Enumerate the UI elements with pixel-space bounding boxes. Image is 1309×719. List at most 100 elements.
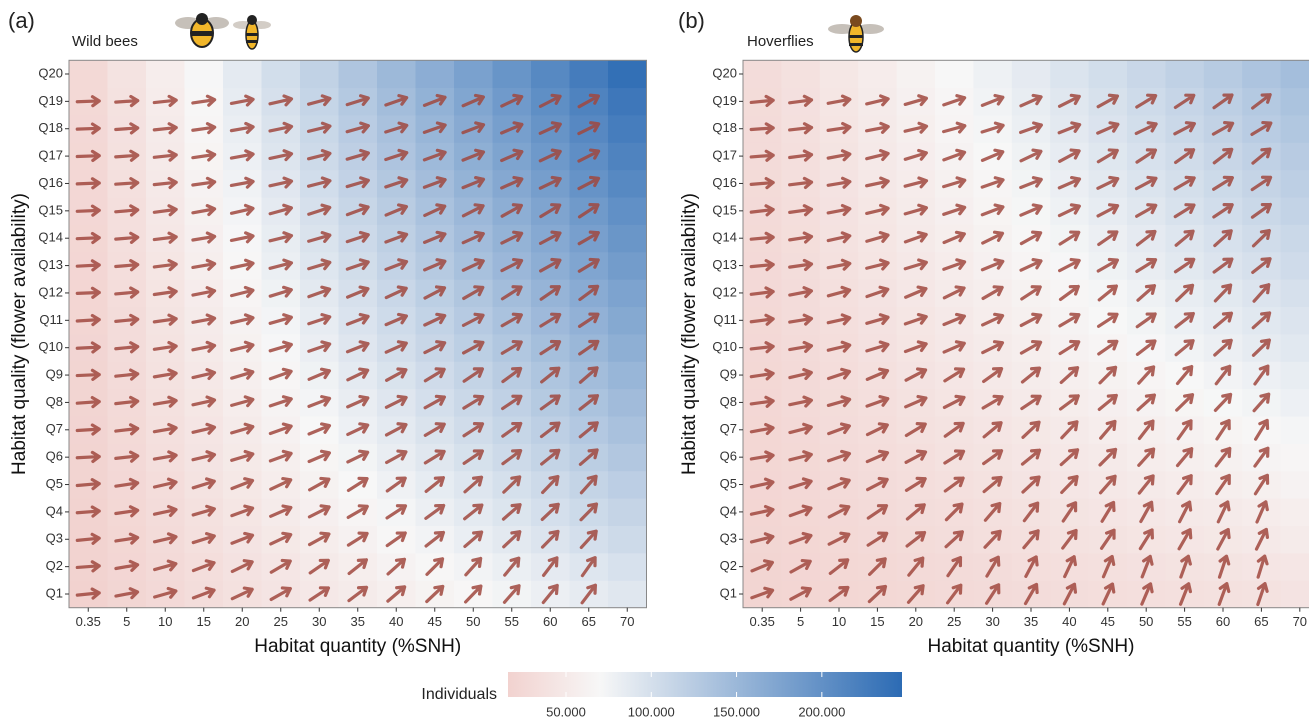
gradient-arrow xyxy=(346,394,370,409)
heatmap-cell xyxy=(454,60,493,89)
gradient-arrow xyxy=(1140,554,1154,579)
heatmap-cell xyxy=(1280,498,1309,526)
gradient-arrow xyxy=(230,504,255,518)
gradient-arrow xyxy=(114,286,140,299)
gradient-arrow xyxy=(541,556,559,577)
gradient-arrow xyxy=(828,585,850,603)
gradient-arrow xyxy=(1179,554,1192,579)
gradient-arrow xyxy=(749,149,775,162)
heatmap-cell xyxy=(819,60,859,89)
gradient-arrow xyxy=(1251,338,1271,357)
gradient-arrow xyxy=(1019,93,1043,108)
gradient-arrow xyxy=(577,312,600,328)
gradient-arrow xyxy=(503,556,521,577)
gradient-arrow xyxy=(75,149,101,163)
x-tick-label: 10 xyxy=(832,614,846,629)
gradient-arrow xyxy=(75,505,101,518)
y-tick-label: Q13 xyxy=(38,257,63,272)
gradient-arrow xyxy=(1135,257,1158,274)
gradient-arrow xyxy=(1062,582,1078,606)
gradient-arrow xyxy=(269,531,293,546)
gradient-arrow xyxy=(1136,393,1156,412)
gradient-arrow xyxy=(944,530,964,549)
gradient-arrow xyxy=(943,449,966,465)
y-tick-label: Q17 xyxy=(712,148,737,163)
gradient-arrow xyxy=(788,531,813,545)
gradient-arrow xyxy=(386,585,407,603)
heatmap-cell xyxy=(1127,60,1166,89)
gradient-arrow xyxy=(942,176,967,189)
gradient-arrow xyxy=(749,450,775,463)
gradient-arrow xyxy=(423,340,447,355)
gradient-arrow xyxy=(1251,147,1272,165)
gradient-arrow xyxy=(580,556,597,578)
gradient-arrow xyxy=(1058,284,1080,302)
gradient-arrow xyxy=(1215,473,1231,496)
heatmap-cells xyxy=(743,60,1309,609)
gradient-arrow xyxy=(1134,175,1158,191)
gradient-arrow xyxy=(1216,500,1231,524)
gradient-arrow xyxy=(191,94,217,107)
gradient-arrow xyxy=(981,312,1005,327)
gradient-arrow xyxy=(749,231,775,244)
gradient-arrow xyxy=(1057,93,1081,108)
y-tick-label: Q4 xyxy=(720,503,737,518)
gradient-arrow xyxy=(903,258,928,271)
gradient-arrow xyxy=(865,149,890,162)
gradient-arrow xyxy=(425,557,445,577)
gradient-arrow xyxy=(578,339,600,356)
gradient-arrow xyxy=(749,532,775,545)
gradient-arrow xyxy=(191,231,217,244)
gradient-arrow xyxy=(1140,582,1154,606)
gradient-arrow xyxy=(1060,420,1079,440)
gradient-arrow xyxy=(75,368,101,381)
gradient-arrow xyxy=(982,449,1004,466)
gradient-arrow xyxy=(866,531,889,547)
gradient-arrow xyxy=(907,556,925,577)
gradient-arrow xyxy=(345,285,370,299)
gradient-arrow xyxy=(268,203,293,216)
gradient-arrow xyxy=(114,477,140,490)
gradient-arrow xyxy=(1251,228,1271,248)
gradient-arrow xyxy=(461,176,486,190)
gradient-arrow xyxy=(307,449,331,464)
heatmap-cell xyxy=(608,60,647,89)
gradient-arrow xyxy=(152,368,178,381)
y-tick-label: Q1 xyxy=(46,585,63,600)
gradient-arrow xyxy=(826,395,852,408)
y-tick-label: Q14 xyxy=(712,230,737,245)
gradient-arrow xyxy=(501,421,523,438)
y-tick-label: Q15 xyxy=(38,202,63,217)
gradient-arrow xyxy=(345,176,370,189)
x-tick-label: 15 xyxy=(870,614,884,629)
gradient-arrow xyxy=(152,477,178,490)
gradient-arrow xyxy=(903,203,928,216)
gradient-arrow xyxy=(114,532,140,545)
gradient-arrow xyxy=(578,366,599,384)
gradient-arrow xyxy=(1099,419,1117,440)
gradient-arrow xyxy=(1212,175,1234,191)
gradient-arrow xyxy=(345,94,370,107)
heatmap-cell xyxy=(608,361,647,390)
heatmap-cell xyxy=(1280,87,1309,116)
gradient-arrow xyxy=(345,258,370,271)
gradient-arrow xyxy=(1098,447,1118,467)
gradient-arrow xyxy=(577,93,600,109)
gradient-arrow xyxy=(905,503,926,521)
gradient-arrow xyxy=(749,259,775,272)
heatmap-cell xyxy=(608,416,647,444)
gradient-arrow xyxy=(1021,475,1041,494)
heatmap-cell xyxy=(608,197,647,225)
gradient-arrow xyxy=(1135,203,1158,218)
gradient-arrow xyxy=(1177,528,1193,551)
heatmap-cell xyxy=(338,60,378,89)
gradient-arrow xyxy=(153,559,178,572)
gradient-arrow xyxy=(577,203,600,219)
heatmap-cell xyxy=(1280,388,1309,417)
gradient-arrow xyxy=(423,203,447,218)
heatmap-cell xyxy=(1280,306,1309,335)
gradient-arrow xyxy=(827,531,851,546)
gradient-arrow xyxy=(114,177,140,190)
heatmap-cell xyxy=(492,60,532,89)
